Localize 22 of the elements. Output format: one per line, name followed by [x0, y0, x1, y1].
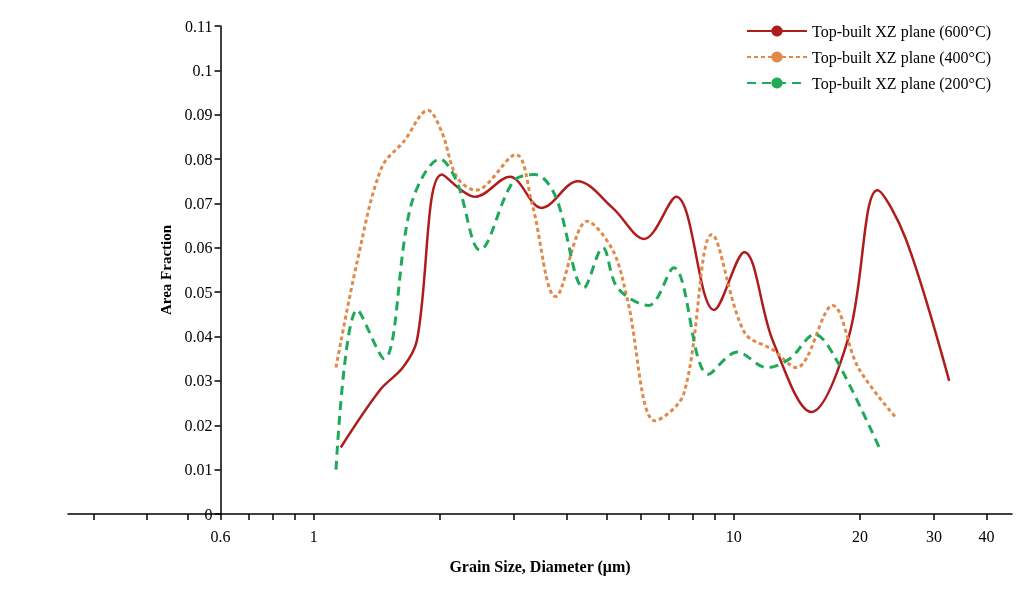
y-tick-label: 0.09 [184, 106, 213, 124]
legend-label: Top-built XZ plane (400°C) [811, 48, 992, 67]
x-axis-title: Grain Size, Diameter (μm) [449, 557, 631, 576]
y-tick-label: 0.08 [184, 150, 213, 168]
y-tick-label: 0.06 [184, 239, 213, 257]
legend-label: Top-built XZ plane (600°C) [811, 22, 992, 41]
x-tick-label: 30 [926, 527, 943, 545]
y-tick-label: 0.05 [184, 283, 213, 301]
y-tick-label: 0.03 [184, 372, 213, 390]
y-tick-label: 0.01 [184, 461, 213, 479]
x-tick-label: 0.6 [210, 527, 231, 545]
x-tick-label: 40 [978, 527, 995, 545]
x-tick-label: 1 [309, 527, 318, 545]
x-tick-label: 20 [852, 527, 869, 545]
x-tick-label: 10 [725, 527, 742, 545]
y-tick-label: 0.11 [185, 17, 213, 35]
y-tick-label: 0.02 [184, 416, 213, 434]
legend-label: Top-built XZ plane (200°C) [811, 74, 992, 93]
y-tick-label: 0.04 [184, 328, 213, 346]
y-axis-title: Area Fraction [158, 224, 175, 316]
y-tick-label: 0.1 [192, 61, 213, 79]
y-tick-label: 0.07 [184, 194, 213, 212]
